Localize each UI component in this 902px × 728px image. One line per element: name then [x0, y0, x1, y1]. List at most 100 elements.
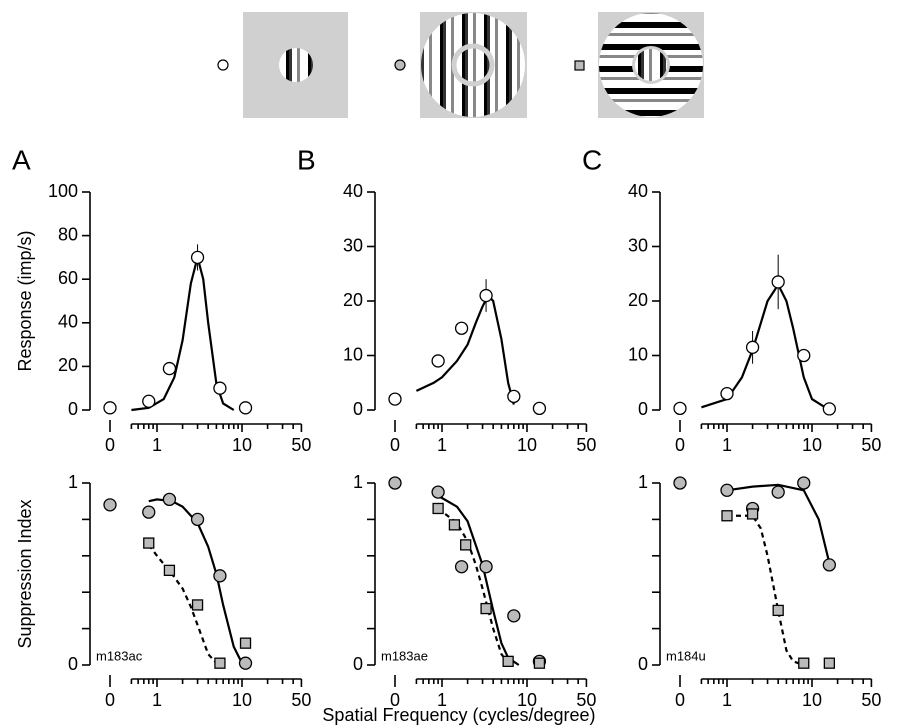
y-tick-label: 1: [353, 472, 363, 492]
stimulus-icons: [217, 12, 704, 118]
x-tick-label: 1: [722, 435, 732, 455]
x-tick-label: 0: [390, 435, 400, 455]
y-tick-label: 0: [638, 399, 648, 419]
circle-marker: [479, 288, 493, 303]
square-marker: [163, 564, 176, 577]
y-tick-label: 20: [58, 355, 78, 375]
x-tick-label: 1: [437, 435, 447, 455]
x-axis-label: Spatial Frequency (cycles/degree): [322, 705, 595, 725]
fit-curve: [727, 514, 805, 667]
circle-marker: [720, 483, 734, 497]
y-tick-label: 10: [343, 344, 363, 364]
y-tick-label: 30: [628, 235, 648, 255]
x-tick-label: 10: [517, 690, 537, 710]
circle-marker: [142, 505, 156, 519]
panel-letter: B: [297, 144, 316, 175]
circle-marker: [213, 569, 227, 583]
circle-marker: [673, 401, 687, 416]
y-axis-label: Response (imp/s): [15, 230, 35, 371]
x-tick-label: 1: [722, 690, 732, 710]
x-tick-label: 10: [517, 435, 537, 455]
y-tick-label: 0: [68, 399, 78, 419]
circle-marker: [745, 340, 760, 354]
y-tick-label: 20: [343, 290, 363, 310]
circle-marker: [238, 401, 253, 415]
y-tick-label: 30: [343, 235, 363, 255]
x-tick-label: 50: [861, 435, 881, 455]
circle-marker: [162, 492, 177, 507]
square-marker: [502, 655, 514, 668]
y-tick-label: 0: [353, 654, 363, 674]
x-tick-label: 1: [152, 435, 162, 455]
square-marker: [448, 519, 461, 531]
x-tick-label: 10: [232, 435, 252, 455]
y-tick-label: 0: [353, 399, 363, 419]
y-tick-label: 0: [638, 654, 648, 674]
x-tick-label: 1: [152, 690, 162, 710]
square-marker: [721, 510, 733, 522]
y-tick-label: 10: [628, 344, 648, 364]
x-tick-label: 50: [291, 690, 311, 710]
square-marker: [460, 539, 472, 551]
recording-id: m183ae: [381, 648, 428, 663]
square-marker: [746, 508, 759, 520]
circle-marker: [673, 476, 687, 490]
circle-marker: [507, 609, 521, 623]
circle-marker: [797, 476, 811, 490]
fit-curve: [726, 483, 831, 564]
circle-marker: [431, 354, 445, 368]
circle-marker: [822, 558, 837, 572]
x-tick-label: 1: [437, 690, 447, 710]
circle-marker: [720, 386, 734, 401]
y-tick-label: 60: [58, 268, 78, 288]
circle-marker: [190, 512, 205, 527]
circle-marker: [238, 656, 253, 670]
x-tick-label: 0: [675, 435, 685, 455]
y-tick-label: 40: [628, 181, 648, 201]
fit-curve: [147, 544, 224, 667]
circle-marker: [771, 275, 785, 289]
circle-marker: [771, 485, 785, 499]
x-tick-label: 0: [105, 435, 115, 455]
circle-marker: [388, 392, 402, 406]
circle-marker: [454, 560, 469, 574]
circle-marker: [213, 381, 227, 395]
y-tick-label: 40: [343, 181, 363, 201]
square-marker: [798, 657, 810, 669]
square-marker: [143, 537, 155, 549]
circle-marker: [507, 389, 521, 404]
x-tick-label: 0: [675, 690, 685, 710]
fit-curve: [437, 507, 510, 664]
x-tick-label: 50: [576, 690, 596, 710]
recording-id: m184u: [666, 648, 706, 663]
x-tick-label: 50: [291, 435, 311, 455]
circle-marker: [103, 498, 117, 512]
panel-letter: A: [12, 144, 31, 175]
y-tick-label: 40: [58, 312, 78, 332]
circle-marker: [479, 560, 493, 574]
square-marker: [432, 502, 444, 515]
square-marker: [772, 604, 784, 617]
y-tick-label: 1: [68, 472, 78, 492]
fit-curve: [415, 293, 515, 405]
circle-marker: [822, 402, 837, 416]
circle-marker: [103, 401, 117, 415]
y-tick-label: 80: [58, 224, 78, 244]
panel-letter: C: [582, 144, 602, 175]
circle-marker: [162, 361, 177, 376]
y-tick-label: 0: [68, 654, 78, 674]
circle-marker: [190, 250, 205, 265]
y-tick-label: 100: [48, 181, 78, 201]
circle-marker: [797, 348, 811, 363]
fit-curve: [701, 282, 830, 411]
x-tick-label: 10: [802, 690, 822, 710]
square-marker: [191, 599, 204, 611]
circle-marker: [454, 321, 469, 335]
square-marker: [239, 637, 252, 649]
square-marker: [823, 657, 836, 669]
recording-id: m183ac: [96, 648, 143, 663]
x-tick-label: 10: [232, 690, 252, 710]
x-tick-label: 0: [390, 690, 400, 710]
square-marker: [533, 657, 546, 669]
